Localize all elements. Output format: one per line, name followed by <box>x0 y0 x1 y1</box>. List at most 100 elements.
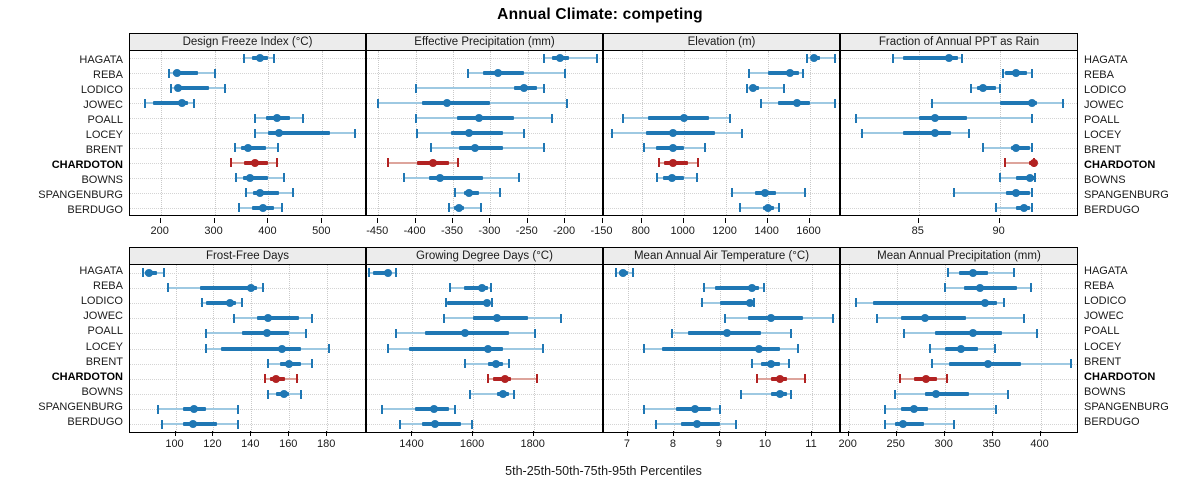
interval-endcap <box>394 268 397 278</box>
interval-endcap <box>998 83 1001 93</box>
interval-endcap <box>414 113 417 123</box>
interval-endcap <box>508 359 511 369</box>
median-dot <box>745 298 754 307</box>
interval-endcap <box>534 328 537 338</box>
median-dot <box>669 158 678 167</box>
panel-title: Design Freeze Index (°C) <box>129 33 366 51</box>
interval-endcap <box>728 113 731 123</box>
interval-endcap <box>1006 389 1009 399</box>
interval-endcap <box>353 128 356 138</box>
gridline-horizontal <box>604 58 839 60</box>
axis-tick-label: 1600 <box>796 225 821 237</box>
panel: Frost-Free Days <box>129 247 366 433</box>
axis-tick-label: 800 <box>631 225 650 237</box>
interval-endcap <box>267 359 270 369</box>
interval-endcap <box>670 328 673 338</box>
interval-endcap <box>751 359 754 369</box>
interval-endcap <box>1023 313 1026 323</box>
axis-tick-label: 200 <box>838 438 857 450</box>
median-dot <box>226 298 235 307</box>
axis-tick <box>991 431 993 436</box>
category-label-right: CHARDOTON <box>1084 370 1156 383</box>
median-dot <box>956 344 965 353</box>
interval-endcap <box>237 419 240 429</box>
interval-p25-p75 <box>662 346 780 351</box>
category-label-left: BERDUGO <box>67 203 123 216</box>
axis-tick-label: -150 <box>590 225 613 237</box>
interval-endcap <box>237 203 240 213</box>
median-dot <box>491 359 500 368</box>
gridline-horizontal <box>367 409 602 411</box>
panel: Growing Degree Days (°C) <box>366 247 603 433</box>
interval-endcap <box>253 113 256 123</box>
median-dot <box>454 203 463 212</box>
interval-endcap <box>453 404 456 414</box>
gridline-horizontal <box>604 147 839 149</box>
category-label-right: LODICO <box>1084 84 1127 97</box>
gridline-horizontal <box>604 409 839 411</box>
interval-p25-p75 <box>172 71 199 76</box>
interval-p25-p75 <box>648 116 709 121</box>
category-label-left: LODICO <box>80 84 123 97</box>
axis-tick <box>174 431 176 436</box>
category-label-right: SPANGENBURG <box>1084 188 1169 201</box>
interval-endcap <box>804 188 807 198</box>
interval-endcap <box>457 158 460 168</box>
category-label-right: BERDUGO <box>1084 416 1140 429</box>
median-dot <box>188 420 197 429</box>
interval-endcap <box>855 298 858 308</box>
gridline-horizontal <box>367 272 602 274</box>
interval-endcap <box>394 328 397 338</box>
gridline-horizontal <box>841 73 1077 75</box>
category-label-right: BOWNS <box>1084 386 1126 399</box>
gridline-horizontal <box>367 424 602 426</box>
interval-p5-p95 <box>954 191 1033 194</box>
gridline-horizontal <box>130 394 365 396</box>
median-dot <box>190 405 199 414</box>
interval-endcap <box>305 328 308 338</box>
interval-endcap <box>469 389 472 399</box>
interval-endcap <box>543 143 546 153</box>
interval-endcap <box>1003 298 1006 308</box>
axis-tick <box>998 218 1000 223</box>
interval-endcap <box>387 344 390 353</box>
axis-tick <box>451 218 453 223</box>
category-label-right: HAGATA <box>1084 54 1128 67</box>
interval-endcap <box>747 68 750 78</box>
median-dot <box>428 158 437 167</box>
interval-endcap <box>480 203 483 213</box>
interval-endcap <box>244 188 247 198</box>
interval-endcap <box>1012 268 1015 278</box>
interval-endcap <box>946 268 949 278</box>
panel-title: Frost-Free Days <box>129 247 366 265</box>
panel-title: Elevation (m) <box>603 33 840 51</box>
median-dot <box>921 314 930 323</box>
gridline-horizontal <box>130 378 365 380</box>
category-label-left: BRENT <box>85 143 123 156</box>
category-label-right: JOWEC <box>1084 310 1124 323</box>
median-dot <box>980 298 989 307</box>
gridline-horizontal <box>841 162 1077 164</box>
interval-p5-p95 <box>415 87 545 90</box>
interval-endcap <box>741 128 744 138</box>
median-dot <box>766 359 775 368</box>
axis-tick-label: 1200 <box>712 225 737 237</box>
plot-area <box>840 265 1078 433</box>
gridline-horizontal <box>841 424 1077 426</box>
gridline-horizontal <box>604 88 839 90</box>
interval-endcap <box>739 203 742 213</box>
median-dot <box>792 99 801 108</box>
median-dot <box>809 54 818 63</box>
median-dot <box>478 283 487 292</box>
interval-endcap <box>564 68 567 78</box>
median-dot <box>679 114 688 123</box>
interval-p25-p75 <box>221 346 301 351</box>
axis-tick <box>321 218 323 223</box>
interval-endcap <box>414 83 417 93</box>
interval-endcap <box>487 374 490 384</box>
axis-tick <box>943 431 945 436</box>
interval-endcap <box>1003 158 1006 168</box>
median-dot <box>922 374 931 383</box>
axis-tick-label: 1400 <box>754 225 779 237</box>
